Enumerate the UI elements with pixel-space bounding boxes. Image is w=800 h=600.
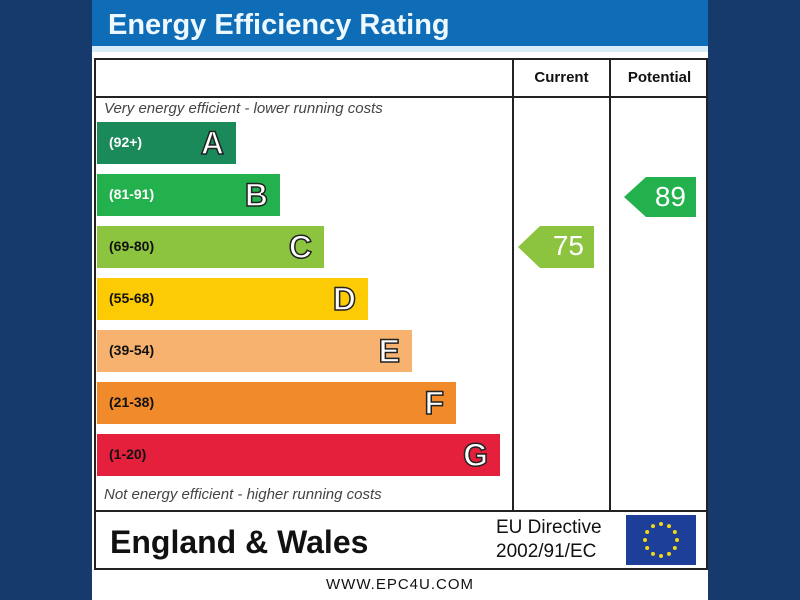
band-range: (92+): [109, 134, 143, 150]
current-header: Current: [534, 69, 589, 86]
band-bar-e: (39-54) E: [97, 330, 412, 372]
band-letter: D: [332, 280, 357, 318]
region-label: England & Wales: [110, 524, 369, 560]
divider: [609, 60, 611, 510]
flag-star: [659, 554, 663, 558]
eu-flag-icon: [626, 515, 696, 565]
flag-star: [667, 524, 671, 529]
flag-star: [667, 551, 671, 556]
directive-line1: EU Directive: [496, 517, 602, 538]
title-bar: Energy Efficiency Rating: [92, 0, 708, 52]
flag-star: [651, 551, 655, 556]
chart-title: Energy Efficiency Rating: [108, 9, 450, 41]
band-letter: G: [462, 436, 488, 474]
divider: [512, 60, 514, 510]
epc-panel: Energy Efficiency Rating Current Potenti…: [92, 0, 708, 600]
divider: [96, 96, 706, 98]
band-range: (69-80): [109, 238, 155, 254]
band-range: (21-38): [109, 394, 155, 410]
potential-rating-arrow: 89: [624, 177, 696, 217]
flag-star: [672, 546, 677, 550]
band-letter: A: [200, 124, 225, 162]
band-letter: B: [244, 176, 269, 214]
directive-line2: 2002/91/EC: [496, 541, 597, 562]
band-bar-f: (21-38) F: [97, 382, 456, 424]
band-range: (81-91): [109, 186, 155, 202]
current-rating-arrow: 75: [518, 226, 594, 268]
band-letter: F: [424, 384, 445, 422]
band-bar-a: (92+) A: [97, 122, 236, 164]
potential-rating-value: 89: [654, 181, 686, 212]
band-bar-b: (81-91) B: [97, 174, 280, 216]
band-range: (55-68): [109, 290, 155, 306]
bottom-note: Not energy efficient - higher running co…: [104, 486, 382, 503]
flag-star: [672, 530, 677, 534]
flag-star: [643, 538, 647, 542]
eu-directive: EU Directive 2002/91/EC: [496, 516, 602, 564]
flag-star: [675, 538, 679, 542]
band-letter: E: [378, 332, 401, 370]
flag-star: [659, 522, 663, 526]
band-letter: C: [288, 228, 313, 266]
band-bar-c: (69-80) C: [97, 226, 324, 268]
flag-star: [651, 524, 655, 529]
band-range: (39-54): [109, 342, 155, 358]
band-bar-d: (55-68) D: [97, 278, 368, 320]
current-rating-value: 75: [552, 230, 584, 261]
website-link[interactable]: WWW.EPC4U.COM: [326, 576, 474, 593]
footer: England & Wales EU Directive 2002/91/EC: [94, 512, 708, 570]
potential-header: Potential: [627, 69, 692, 86]
top-note: Very energy efficient - lower running co…: [104, 100, 383, 117]
flag-star: [645, 530, 650, 534]
flag-star: [645, 546, 650, 550]
band-range: (1-20): [109, 446, 147, 462]
rating-table: Current Potential Very energy efficient …: [94, 58, 708, 512]
band-bar-g: (1-20) G: [97, 434, 500, 476]
